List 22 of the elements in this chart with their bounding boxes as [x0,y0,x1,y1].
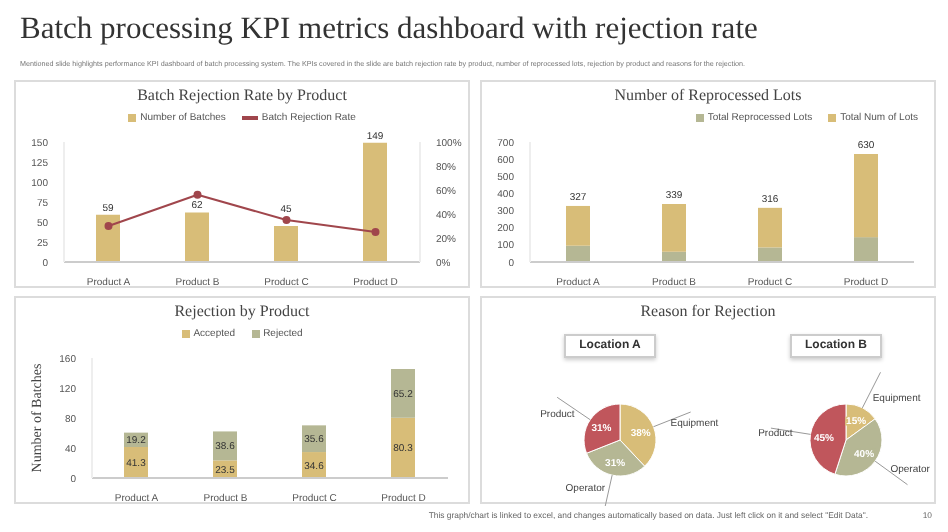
bar [854,154,878,238]
chart-title: Batch Rejection Rate by Product [135,84,349,108]
text: Batch processing KPI metrics dashboard with rejection rate [20,12,758,48]
bar [391,417,415,478]
bar [566,205,590,246]
bar [758,207,782,248]
bar [854,237,878,262]
chart-title: Number of Reprocessed Lots [612,84,804,108]
point [282,216,291,224]
point [371,228,380,236]
bar [662,203,686,252]
chart-title: Rejection by Product [172,300,312,324]
point [104,222,113,230]
bar [758,247,782,262]
bar [363,142,387,262]
bar [185,212,209,262]
bar [96,214,120,262]
point [193,190,202,199]
bar [566,245,590,262]
bar [391,368,415,418]
bar [274,226,298,262]
chart-title: Reason for Rejection [638,300,778,324]
